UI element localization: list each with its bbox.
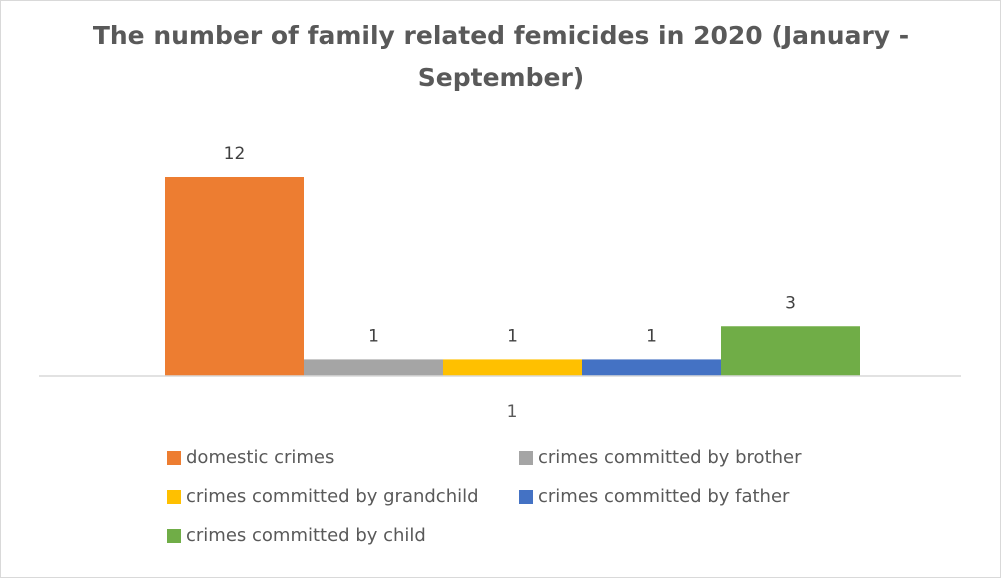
legend-swatch bbox=[519, 451, 533, 465]
legend-item: crimes committed by brother bbox=[519, 447, 867, 469]
data-label: 1 bbox=[507, 326, 518, 346]
legend: domestic crimes crimes committed by broth… bbox=[167, 447, 867, 547]
data-label: 1 bbox=[646, 326, 657, 346]
legend-swatch bbox=[167, 451, 181, 465]
legend-item: crimes committed by grandchild bbox=[167, 486, 519, 508]
legend-item: crimes committed by child bbox=[167, 525, 519, 547]
chart-title: The number of family related femicides i… bbox=[92, 21, 910, 92]
x-tick-label: 1 bbox=[507, 402, 518, 422]
legend-label: crimes committed by child bbox=[186, 525, 426, 546]
legend-swatch bbox=[519, 490, 533, 504]
legend-item: crimes committed by father bbox=[519, 486, 867, 508]
legend-label: crimes committed by father bbox=[538, 486, 790, 507]
legend-item: domestic crimes bbox=[167, 447, 519, 469]
legend-label: crimes committed by grandchild bbox=[186, 486, 479, 507]
data-labels-layer: 12 1 1 1 3 bbox=[224, 144, 796, 346]
legend-swatch bbox=[167, 490, 181, 504]
bar bbox=[165, 177, 304, 376]
legend-swatch bbox=[167, 529, 181, 543]
legend-label: crimes committed by brother bbox=[538, 447, 802, 468]
bar bbox=[304, 359, 443, 376]
data-label: 1 bbox=[368, 326, 379, 346]
bar bbox=[721, 326, 860, 376]
data-label: 3 bbox=[785, 293, 796, 313]
bars-layer bbox=[165, 177, 860, 376]
bar bbox=[582, 359, 721, 376]
legend-label: domestic crimes bbox=[186, 447, 335, 468]
bar bbox=[443, 359, 582, 376]
data-label: 12 bbox=[224, 144, 246, 164]
